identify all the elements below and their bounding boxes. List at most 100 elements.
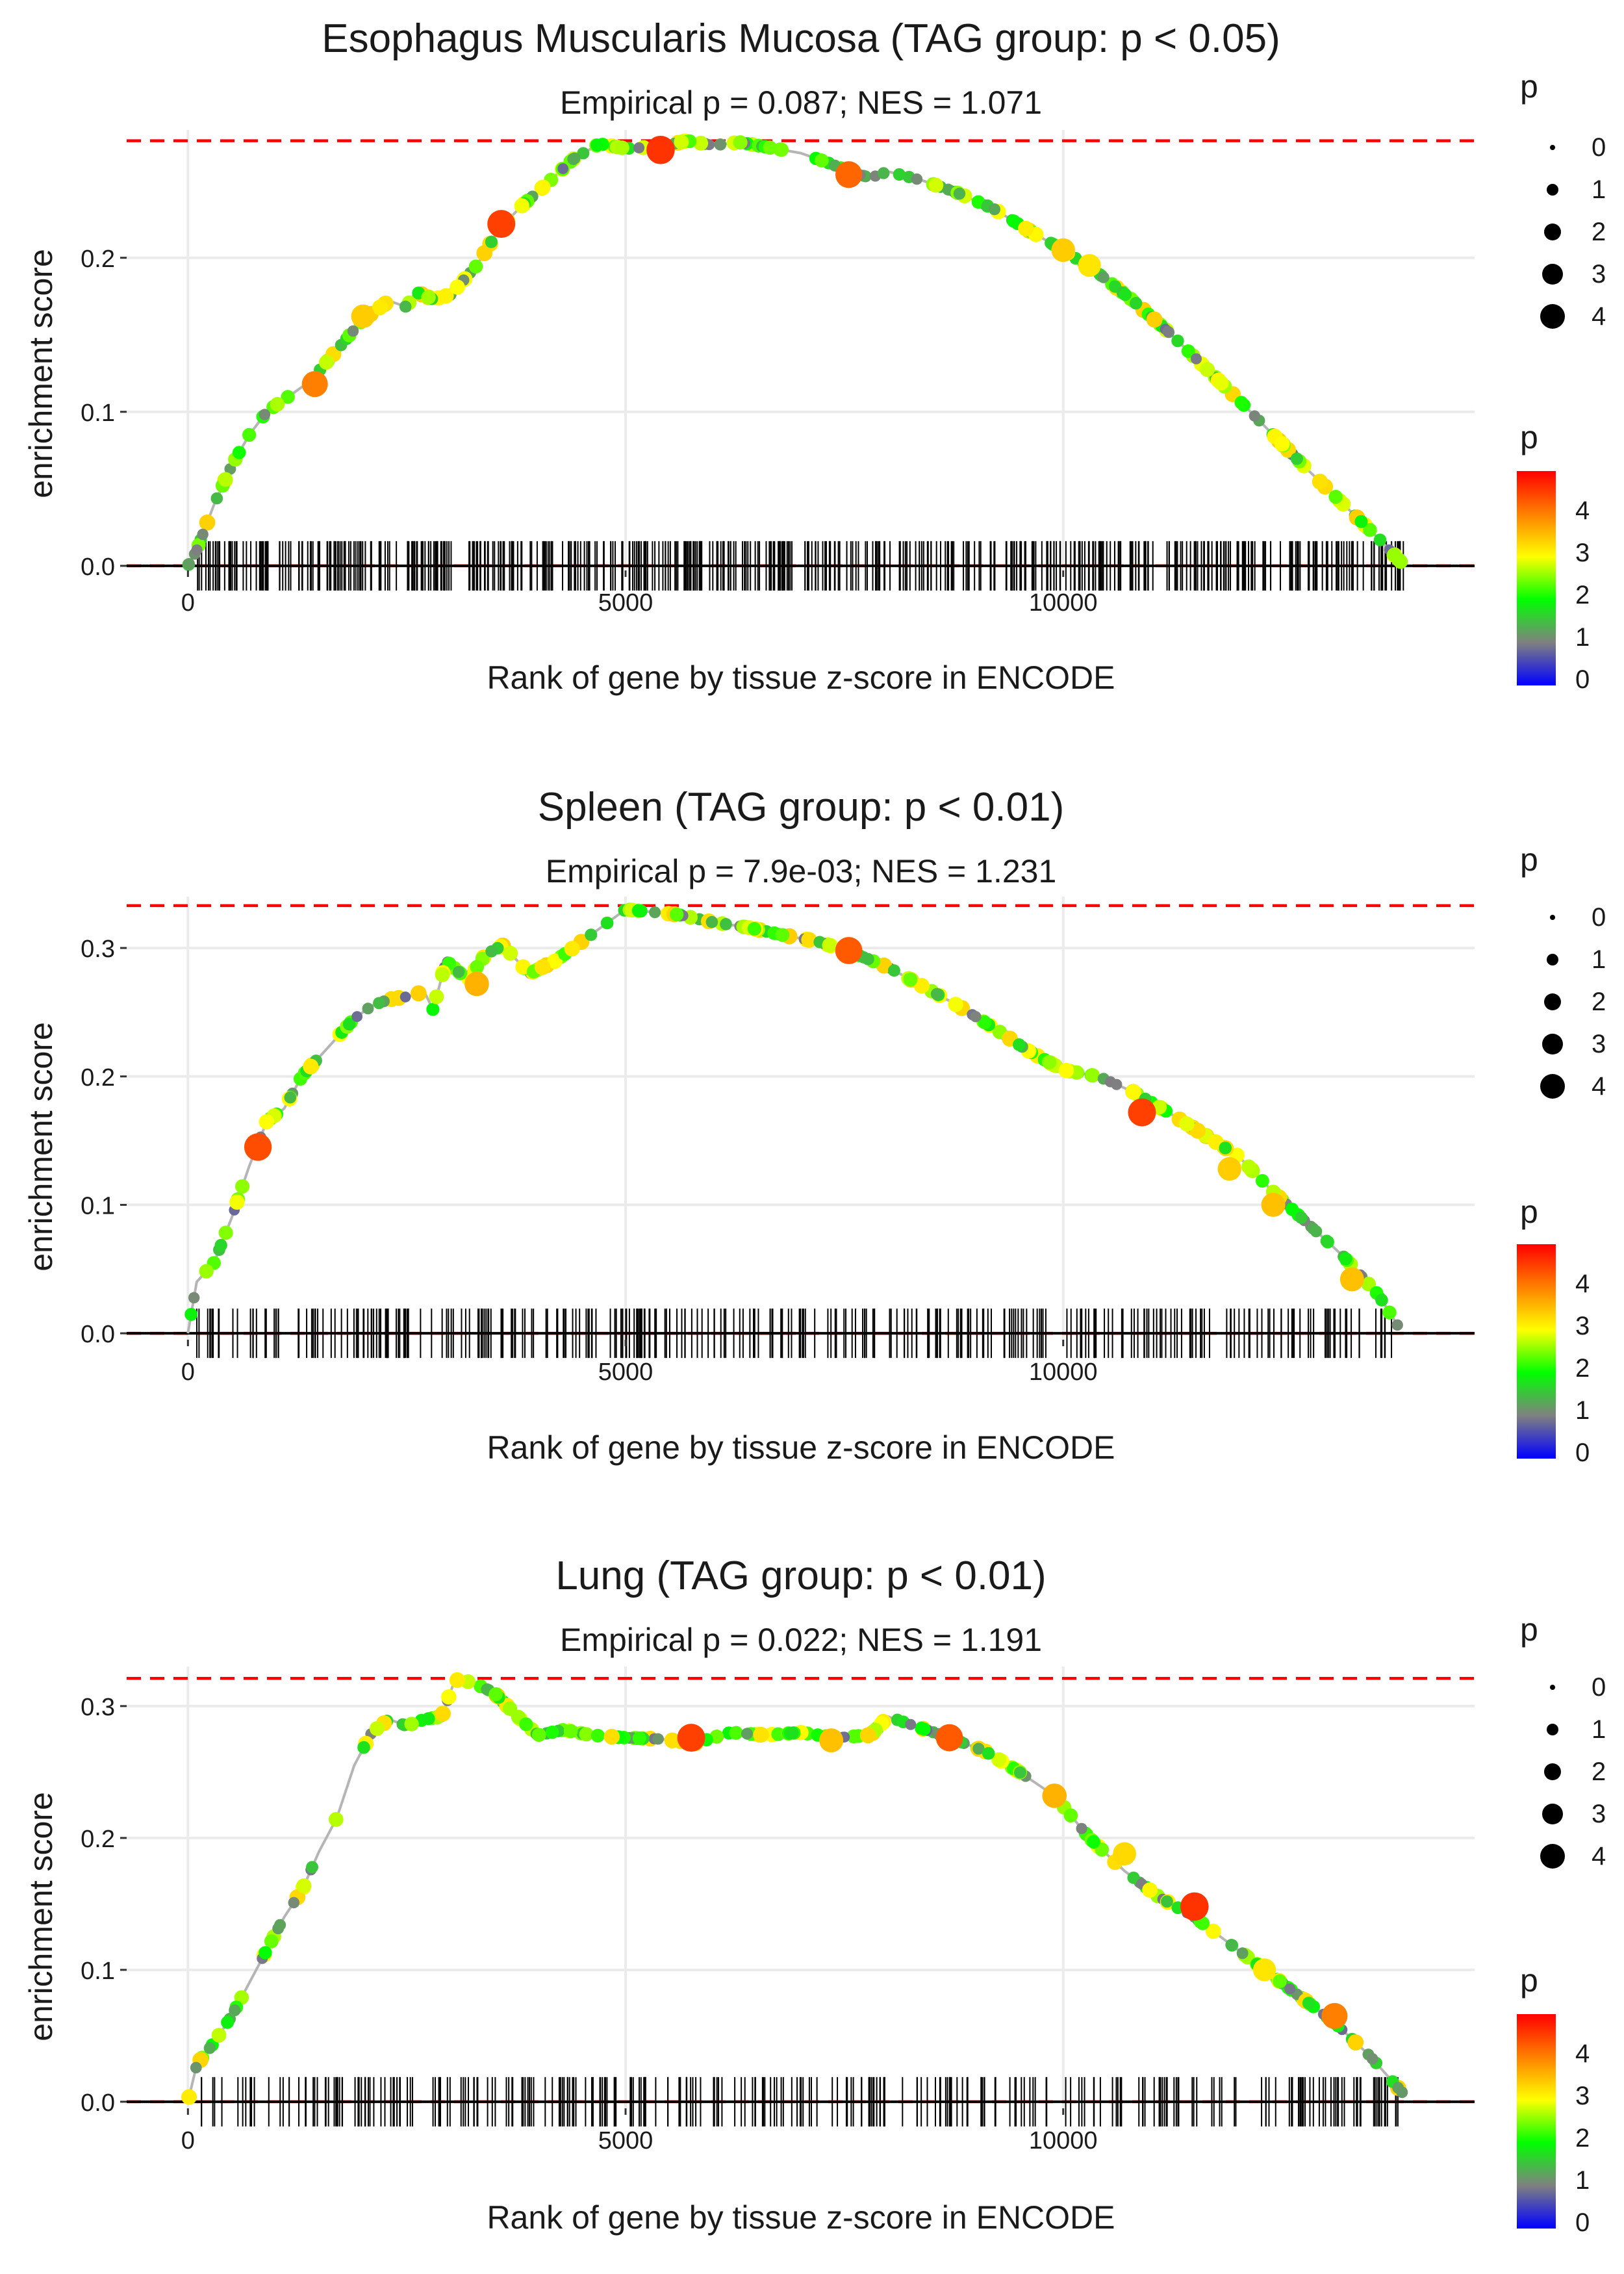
size-legend-label-1: 1 bbox=[1592, 945, 1606, 974]
size-legend-title: p bbox=[1520, 841, 1538, 878]
size-legend-dot-4 bbox=[1540, 1844, 1565, 1869]
highlight-point bbox=[1339, 1267, 1364, 1292]
panel-2-color-legend: p 4 3 2 1 0 bbox=[1517, 1194, 1590, 1467]
highlight-point bbox=[935, 1724, 963, 1752]
data-point bbox=[709, 1730, 724, 1744]
color-legend-tick-3: 3 bbox=[1575, 539, 1590, 567]
data-point bbox=[632, 1731, 646, 1745]
x-tick-label: 0 bbox=[181, 2127, 195, 2154]
size-legend-dot-1 bbox=[1547, 184, 1558, 196]
panel-3: Lung (TAG group: p < 0.01) Empirical p =… bbox=[23, 1553, 1606, 2237]
data-point bbox=[1312, 474, 1328, 490]
data-point bbox=[633, 142, 645, 154]
data-point bbox=[948, 997, 963, 1012]
data-point bbox=[429, 989, 444, 1004]
panel-1-x-axis-label: Rank of gene by tissue z-score in ENCODE bbox=[487, 659, 1115, 696]
color-legend-tick-4: 4 bbox=[1575, 496, 1590, 525]
data-point bbox=[801, 932, 817, 948]
data-point bbox=[1373, 533, 1387, 546]
data-point bbox=[1339, 1252, 1352, 1266]
data-point bbox=[452, 965, 465, 978]
data-point bbox=[1225, 1939, 1237, 1951]
panel-2-size-legend: p 0 1 2 3 4 bbox=[1520, 841, 1606, 1101]
data-point bbox=[347, 325, 359, 337]
panel-2-title: Spleen (TAG group: p < 0.01) bbox=[538, 785, 1064, 830]
data-point bbox=[503, 945, 518, 961]
data-point bbox=[590, 138, 604, 152]
data-point bbox=[1347, 2034, 1364, 2050]
size-legend-dot-1 bbox=[1547, 954, 1558, 965]
data-point bbox=[1179, 1116, 1195, 1132]
highlight-point bbox=[835, 161, 863, 188]
data-point bbox=[1274, 436, 1290, 452]
size-legend-label-3: 3 bbox=[1592, 260, 1606, 288]
size-legend-label-1: 1 bbox=[1592, 175, 1606, 204]
highlight-point bbox=[646, 136, 675, 164]
size-legend-title: p bbox=[1520, 1611, 1538, 1648]
data-point bbox=[1213, 375, 1229, 391]
size-legend-dot-3 bbox=[1542, 1804, 1563, 1824]
highlight-point bbox=[1217, 1156, 1241, 1181]
size-legend-label-0: 0 bbox=[1592, 1673, 1606, 1702]
data-point bbox=[693, 135, 709, 151]
data-point bbox=[1391, 1319, 1403, 1331]
data-point bbox=[488, 1687, 503, 1702]
data-point bbox=[953, 187, 966, 200]
size-legend-dot-2 bbox=[1544, 224, 1561, 240]
data-point bbox=[1162, 326, 1174, 337]
data-point bbox=[1285, 1203, 1299, 1216]
data-point bbox=[306, 1861, 318, 1874]
data-point bbox=[822, 938, 837, 953]
data-point bbox=[1396, 2086, 1408, 2099]
data-point bbox=[1255, 1174, 1269, 1188]
data-point bbox=[211, 2028, 227, 2043]
data-point bbox=[652, 1733, 664, 1745]
data-point bbox=[264, 1934, 279, 1948]
curve-points bbox=[182, 133, 1408, 571]
data-point bbox=[422, 1712, 435, 1726]
data-point bbox=[369, 1720, 385, 1736]
highlight-point bbox=[1261, 1192, 1286, 1217]
x-tick-label: 5000 bbox=[598, 1359, 653, 1386]
highlight-point bbox=[1180, 1892, 1209, 1921]
panel-1-color-legend: p 4 3 2 1 0 bbox=[1517, 419, 1590, 694]
data-point bbox=[1014, 1766, 1026, 1779]
data-point bbox=[1273, 1974, 1287, 1989]
data-point bbox=[1290, 452, 1303, 465]
data-point bbox=[1119, 288, 1132, 301]
x-tick-label: 10000 bbox=[1029, 1359, 1098, 1386]
color-legend-tick-2: 2 bbox=[1575, 581, 1590, 609]
data-point bbox=[600, 916, 614, 930]
data-point bbox=[631, 904, 645, 917]
data-point bbox=[514, 198, 530, 214]
data-point bbox=[928, 177, 944, 193]
color-legend-bar bbox=[1517, 471, 1556, 685]
data-point bbox=[568, 152, 581, 164]
highlight-point bbox=[464, 971, 489, 997]
data-point bbox=[410, 985, 427, 1002]
data-point bbox=[674, 134, 689, 150]
data-point bbox=[978, 1016, 992, 1030]
data-point bbox=[1391, 552, 1406, 567]
data-point bbox=[753, 1726, 769, 1743]
data-point bbox=[1382, 1305, 1397, 1320]
data-point bbox=[733, 135, 748, 150]
data-point bbox=[982, 1746, 995, 1760]
size-legend-dot-4 bbox=[1540, 1074, 1565, 1099]
y-tick-label: 0.1 bbox=[81, 1192, 115, 1220]
data-point bbox=[1310, 1225, 1323, 1238]
data-point bbox=[183, 557, 195, 570]
color-legend-title: p bbox=[1520, 1194, 1538, 1230]
data-point bbox=[1354, 515, 1368, 528]
data-point bbox=[815, 153, 829, 168]
data-point bbox=[1241, 1159, 1256, 1175]
color-legend-tick-3: 3 bbox=[1575, 2082, 1590, 2110]
panel-3-x-axis-label: Rank of gene by tissue z-score in ENCODE bbox=[487, 2199, 1115, 2236]
color-legend-tick-0: 0 bbox=[1575, 665, 1590, 694]
color-legend-title: p bbox=[1520, 1962, 1538, 1999]
data-point bbox=[221, 2015, 235, 2029]
data-point bbox=[435, 967, 450, 982]
data-point bbox=[557, 163, 568, 174]
data-point bbox=[259, 1946, 272, 1960]
data-point bbox=[284, 1091, 297, 1104]
